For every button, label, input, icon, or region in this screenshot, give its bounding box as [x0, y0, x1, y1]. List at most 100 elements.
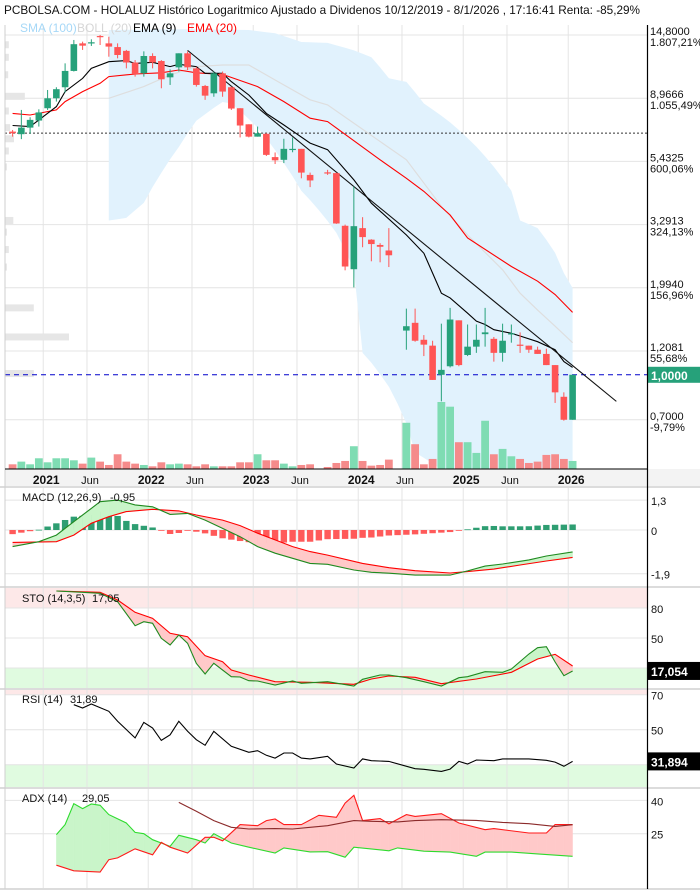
- candle-body: [455, 320, 463, 366]
- macd-line: [12, 499, 573, 576]
- volume-bar: [52, 458, 61, 469]
- y-axis-price-label: 8,9666: [650, 89, 684, 101]
- volume-bar: [481, 420, 489, 469]
- current-price-label: 1,0000: [651, 369, 688, 383]
- volume-bar: [17, 461, 26, 469]
- x-axis-label: 2025: [453, 473, 480, 487]
- candle-body: [359, 228, 366, 238]
- volume-bar: [166, 464, 174, 469]
- y-axis-percent-label: 156,96%: [650, 290, 694, 302]
- macd-histogram-bar: [350, 530, 358, 539]
- macd-histogram-bar: [368, 530, 375, 538]
- volume-bar: [104, 464, 113, 469]
- y-axis-percent-label: 1.807,21%: [650, 37, 700, 49]
- di-fill: [467, 825, 477, 857]
- macd-histogram-bar: [411, 530, 419, 535]
- macd-histogram-bar: [534, 525, 541, 530]
- macd-histogram-bar: [105, 514, 113, 530]
- macd-histogram-bar: [560, 524, 568, 530]
- candle-body: [228, 87, 235, 109]
- volume-bar: [358, 460, 367, 469]
- volume-bar: [402, 422, 411, 469]
- di-fill: [309, 815, 320, 853]
- macd-histogram-bar: [394, 530, 401, 536]
- macd-histogram-bar: [271, 530, 279, 544]
- volume-bar: [61, 458, 69, 469]
- macd-histogram-bar: [184, 530, 191, 531]
- candle-body: [385, 250, 393, 256]
- candle-body: [516, 344, 524, 346]
- x-axis-label: Jun: [186, 475, 204, 487]
- candle-body: [376, 244, 384, 247]
- indicator-axis-label: 1,3: [651, 496, 666, 508]
- candle-body: [158, 61, 165, 80]
- adx-line: [178, 801, 573, 830]
- candle-body: [26, 119, 34, 128]
- volume-bar: [271, 460, 279, 469]
- candle-body: [193, 68, 200, 85]
- volume-bar: [174, 463, 183, 469]
- volume-bar: [463, 442, 472, 469]
- macd-histogram-bar: [201, 530, 209, 534]
- volume-profile-bar: [5, 147, 9, 155]
- sto-k-line: [56, 590, 573, 687]
- volume-bar: [209, 466, 218, 469]
- di-fill: [406, 814, 416, 851]
- volume-bar: [472, 452, 481, 469]
- indicator-axis-label: 40: [651, 796, 663, 808]
- candle-body: [219, 73, 226, 92]
- legend: SMA (100) BOLL (20) EMA (9) EMA (20): [20, 21, 237, 35]
- sto-d-line: [56, 590, 573, 685]
- candle-body: [263, 133, 270, 155]
- rsi-line: [73, 703, 573, 772]
- legend-ema-9: EMA (9): [133, 21, 176, 35]
- candle-body: [96, 36, 104, 38]
- candle-body: [333, 173, 340, 224]
- sto-overbought-zone: [5, 588, 647, 608]
- di-fill: [73, 803, 83, 872]
- volume-bar: [516, 458, 524, 469]
- volume-bar: [437, 402, 446, 469]
- sto-last-value: 17,05: [92, 593, 120, 605]
- candle-body: [79, 43, 86, 46]
- macd-histogram-bar: [96, 511, 104, 530]
- sto-oversold-zone: [5, 668, 647, 688]
- macd-histogram-bar: [210, 530, 218, 536]
- volume-bar: [8, 464, 17, 469]
- candle-body: [411, 322, 419, 341]
- candle-body: [551, 365, 559, 393]
- volume-bar: [349, 446, 358, 469]
- volume-bar: [279, 463, 288, 469]
- legend-ema-20: EMA (20): [187, 21, 237, 35]
- macd-histogram-bar: [140, 525, 148, 530]
- di-fill: [449, 818, 460, 854]
- macd-histogram-bar: [359, 530, 366, 538]
- candle-body: [298, 148, 305, 173]
- candle-body: [464, 346, 471, 355]
- rsi-current-label: 31,894: [651, 755, 688, 769]
- sto-current-label: 17,054: [651, 665, 688, 679]
- macd-histogram-bar: [385, 530, 393, 536]
- macd-histogram-bar: [18, 530, 25, 533]
- indicator-axis-label: 80: [651, 604, 663, 616]
- rsi-oversold-zone: [5, 764, 647, 787]
- di-fill: [484, 828, 495, 853]
- candle-body: [44, 98, 51, 109]
- volume-profile-bar: [5, 92, 25, 100]
- di-fill: [301, 819, 311, 853]
- candle-body: [560, 396, 568, 420]
- x-axis-label: Jun: [291, 475, 309, 487]
- volume-bar: [559, 458, 568, 469]
- candle-body: [140, 55, 148, 74]
- y-axis-price-label: 0,7000: [650, 411, 684, 423]
- volume-bar: [148, 466, 157, 469]
- macd-histogram-bar: [499, 526, 506, 530]
- macd-histogram-bar: [420, 530, 428, 534]
- candle-body: [341, 225, 349, 267]
- y-axis-price-label: 1,9940: [650, 279, 684, 291]
- volume-bar: [341, 460, 349, 469]
- di-fill: [108, 814, 118, 860]
- volume-profile-bar: [5, 263, 7, 271]
- macd-histogram-bar: [149, 527, 156, 530]
- volume-bar: [236, 462, 244, 469]
